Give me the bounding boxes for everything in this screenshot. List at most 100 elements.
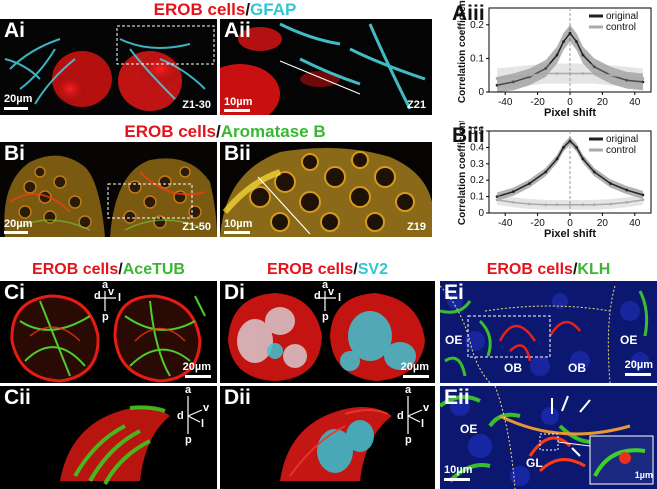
axis-dii-a: a	[405, 386, 412, 396]
header-e-slash: /	[572, 261, 578, 278]
axis-di-p: p	[322, 311, 329, 323]
biii-point-control	[641, 198, 645, 202]
aiii-ytick-label: 0.2	[470, 20, 484, 31]
header-b-erob: EROB cells	[124, 122, 217, 141]
header-a: EROB cells/GFAP	[40, 0, 410, 20]
aiii-point-control	[555, 72, 559, 75]
label-cii: Cii	[4, 386, 31, 409]
biii-point-control	[625, 200, 629, 204]
biii-point-original	[592, 170, 596, 174]
panel-dii-image: Dii a d v l p	[220, 386, 435, 489]
scalebar-ai-text: 20µm	[4, 93, 33, 105]
eii-micrograph	[440, 386, 657, 489]
panel-eii-image: Eii OE GL 10µm 1µm	[440, 386, 657, 489]
axis-ci-p: p	[102, 311, 109, 323]
aiii-point-control	[544, 72, 548, 75]
biii-legend-label-original: original	[606, 134, 638, 145]
aiii-point-original	[568, 31, 572, 35]
aiii-legend-label-original: original	[606, 11, 638, 22]
header-a-slash: /	[245, 0, 251, 19]
aiii-ylabel: Correlation coefficient	[457, 0, 468, 103]
aiii-point-original	[562, 40, 565, 43]
label-ai: Ai	[4, 19, 25, 42]
aiii-point-original	[511, 80, 515, 84]
bi-micrograph	[4, 155, 217, 237]
biii-point-original	[562, 146, 565, 149]
header-d-sv2: SV2	[357, 261, 388, 278]
aiii-xtick-label: 0	[567, 97, 573, 108]
aiii-band-control	[497, 63, 643, 89]
label-di: Di	[224, 281, 245, 304]
biii-ytick-label: 0	[478, 208, 484, 219]
axis-dii-d: d	[397, 410, 404, 422]
axis-di-a: a	[322, 281, 329, 291]
biii-point-original	[495, 195, 499, 198]
ci-micrograph	[10, 291, 206, 383]
scalebar-bi	[4, 231, 28, 234]
axis-ci-d: d	[94, 290, 101, 302]
biii-point-original	[568, 139, 572, 143]
biii-legend-label-control: control	[606, 145, 636, 156]
header-b-slash: /	[216, 122, 221, 141]
biii-point-original	[544, 170, 548, 174]
label-bi: Bi	[4, 142, 25, 165]
cii-micrograph	[60, 396, 203, 485]
scalebar-ei-text: 20µm	[624, 359, 653, 371]
dii-micrograph	[280, 396, 423, 481]
axis-di-l: l	[338, 292, 342, 304]
biii-point-control	[555, 203, 559, 207]
chart-aiii: 0 0.1 0.2 -40 -20 0 20 40 Pixel shift Correlation…	[457, 0, 652, 119]
biii-point-control	[609, 202, 612, 206]
axis-cii-l: l	[201, 418, 205, 430]
aiii-point-original	[641, 80, 645, 84]
aiii-point-original	[544, 67, 548, 70]
biii-point-original	[555, 157, 559, 161]
panel-bi-image: Bi 20µm Z1-50	[0, 142, 217, 237]
biii-xtick-label: 40	[629, 218, 641, 229]
biii-ytick-label: 0.2	[470, 175, 484, 186]
header-b: EROB cells/Aromatase B	[40, 122, 410, 142]
header-c-slash: /	[118, 261, 123, 278]
header-c: EROB cells/AceTUB	[0, 261, 217, 279]
header-c-erob: EROB cells	[32, 261, 119, 278]
biii-point-control	[581, 203, 585, 207]
panel-ai-image: Ai 20µm Z1-30	[0, 19, 217, 115]
region-ei-oe-left: OE	[445, 333, 463, 347]
aiii-xtick-label: -40	[498, 97, 513, 108]
scalebar-eii-inset-text: 1µm	[634, 470, 653, 480]
biii-point-original	[581, 157, 585, 161]
header-d: EROB cells/SV2	[220, 261, 435, 279]
aiii-point-control	[528, 73, 531, 77]
scalebar-bii	[224, 231, 250, 234]
bii-micrograph	[220, 148, 432, 237]
biii-point-control	[528, 202, 531, 206]
biii-ytick-label: 0.3	[470, 159, 484, 170]
biii-point-control	[544, 203, 548, 207]
aiii-xtick-label: -20	[530, 97, 545, 108]
ei-micrograph	[440, 281, 657, 383]
biii-point-original	[575, 146, 578, 149]
label-biii: Biii	[452, 124, 485, 147]
header-c-acetub: AceTUB	[122, 261, 185, 278]
label-ci: Ci	[4, 281, 25, 304]
aii-micrograph	[220, 22, 426, 115]
aiii-point-original	[495, 83, 499, 87]
aiii-point-control	[581, 72, 585, 75]
axis-cii-a: a	[185, 386, 192, 396]
panel-aii-image: Aii 10µm Z21	[220, 19, 432, 115]
aiii-xtick-label: 40	[629, 97, 641, 108]
axis-dii-p: p	[405, 434, 412, 446]
ai-micrograph	[4, 25, 215, 111]
aiii-point-control	[511, 75, 515, 79]
biii-point-original	[641, 193, 645, 197]
axis-ci-a: a	[102, 281, 109, 291]
region-ei-oe-right: OE	[620, 333, 638, 347]
aiii-point-original	[592, 65, 596, 69]
scalebar-aii	[224, 109, 250, 112]
scalebar-eii-text: 10µm	[444, 464, 473, 476]
panel-cii-image: Cii a d v l p	[0, 386, 217, 489]
aiii-legend-label-control: control	[606, 22, 636, 33]
biii-point-original	[511, 190, 515, 194]
aiii-point-control	[495, 77, 499, 80]
biii-band-original	[497, 136, 643, 201]
